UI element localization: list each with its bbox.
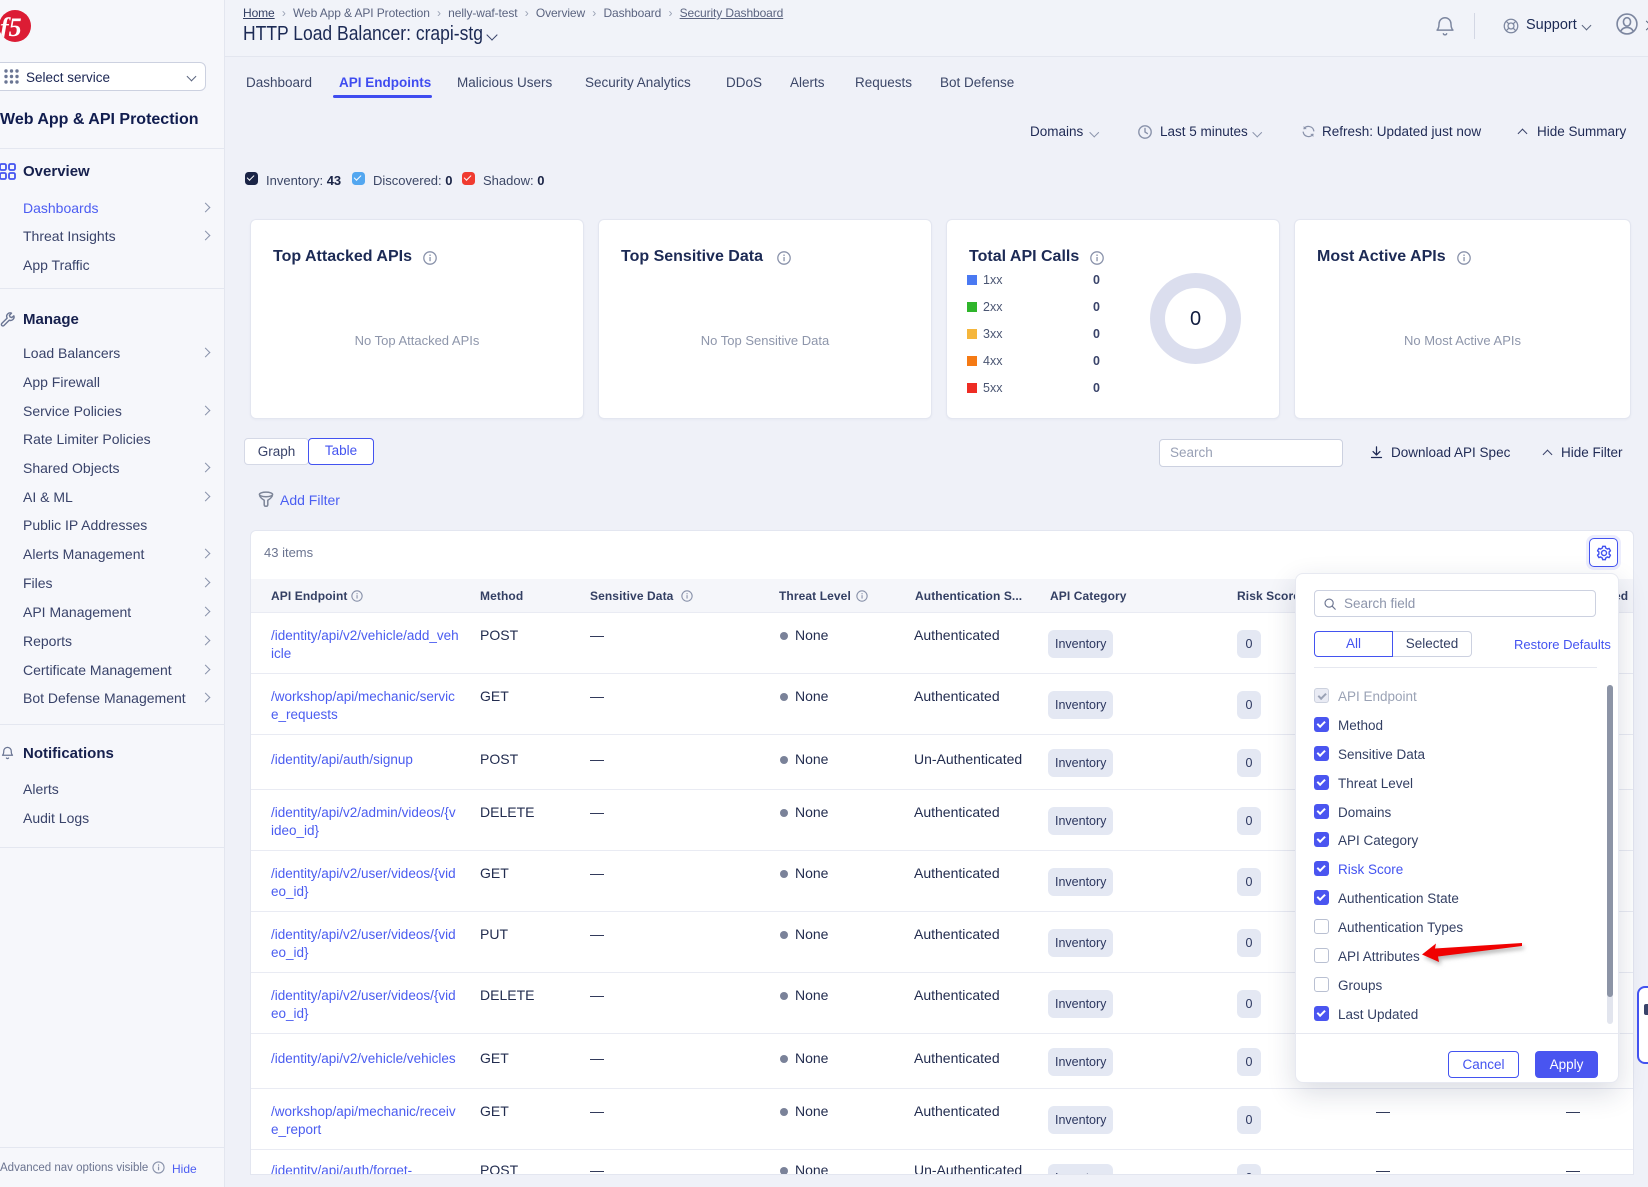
svg-text:f5: f5 [0, 13, 22, 42]
